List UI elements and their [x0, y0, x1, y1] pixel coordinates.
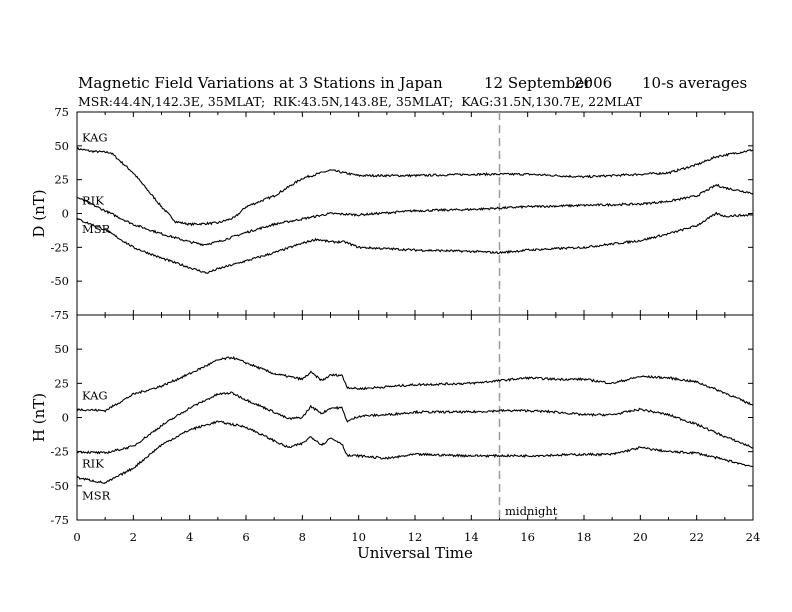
chart-averaging: 10-s averages	[642, 74, 747, 92]
chart-title: Magnetic Field Variations at 3 Stations …	[78, 74, 443, 92]
plot-area: 75 50 25 0 -25 -50 -75 D (nT) KAG RIK MSR 50 25 0 -25 -…	[30, 105, 760, 544]
series-line-msr	[76, 211, 754, 275]
x-tick-label: 16	[520, 530, 535, 544]
y-tick-label: -25	[50, 445, 69, 459]
chart-subtitle: MSR:44.4N,142.3E, 35MLAT; RIK:43.5N,143.…	[78, 94, 642, 109]
x-tick-label: 22	[689, 530, 704, 544]
x-tick-label: 0	[73, 530, 80, 544]
x-tick-label: 18	[577, 530, 592, 544]
x-tick-label: 14	[464, 530, 479, 544]
chart-year: 2006	[574, 74, 612, 92]
x-tick-label: 6	[242, 530, 249, 544]
y-tick-label: -50	[50, 479, 69, 493]
x-axis-label: Universal Time	[357, 544, 473, 562]
chart-date: 12 September	[484, 74, 592, 92]
midnight-annotation: midnight	[505, 504, 558, 518]
panel-frame	[76, 111, 754, 316]
y-tick-label: 0	[62, 207, 69, 221]
x-tick-label: 10	[351, 530, 366, 544]
x-tick-label: 8	[299, 530, 306, 544]
series-label-rik: RIK	[82, 457, 104, 471]
y-axis-label: D (nT)	[30, 189, 48, 237]
x-tick-label: 20	[633, 530, 648, 544]
y-tick-label: 25	[54, 173, 69, 187]
series-line-kag	[76, 355, 754, 413]
y-tick-label: 50	[54, 342, 69, 356]
x-tick-label: 4	[186, 530, 193, 544]
y-tick-label: 50	[54, 139, 69, 153]
panel-frame	[76, 314, 754, 521]
y-tick-label: 0	[62, 411, 69, 425]
series-label-kag: KAG	[82, 388, 108, 402]
y-tick-label: -50	[50, 274, 69, 288]
x-tick-label: 12	[408, 530, 423, 544]
y-axis-label: H (nT)	[30, 393, 48, 442]
y-tick-label: 25	[54, 376, 69, 390]
y-tick-label: -25	[50, 240, 69, 254]
y-tick-label: -75	[50, 513, 69, 527]
series-label-kag: KAG	[82, 131, 108, 145]
series-label-msr: MSR	[82, 489, 111, 503]
y-tick-label: 75	[54, 105, 69, 119]
series-line-kag	[76, 146, 754, 227]
series-line-rik	[76, 183, 754, 247]
series-label-msr: MSR	[82, 222, 111, 236]
y-tick-label: -75	[50, 308, 69, 322]
series-line-rik	[77, 391, 754, 455]
x-tick-label: 24	[746, 530, 761, 544]
x-tick-label: 2	[130, 530, 137, 544]
series-label-rik: RIK	[82, 194, 104, 208]
series-line-msr	[76, 420, 754, 485]
